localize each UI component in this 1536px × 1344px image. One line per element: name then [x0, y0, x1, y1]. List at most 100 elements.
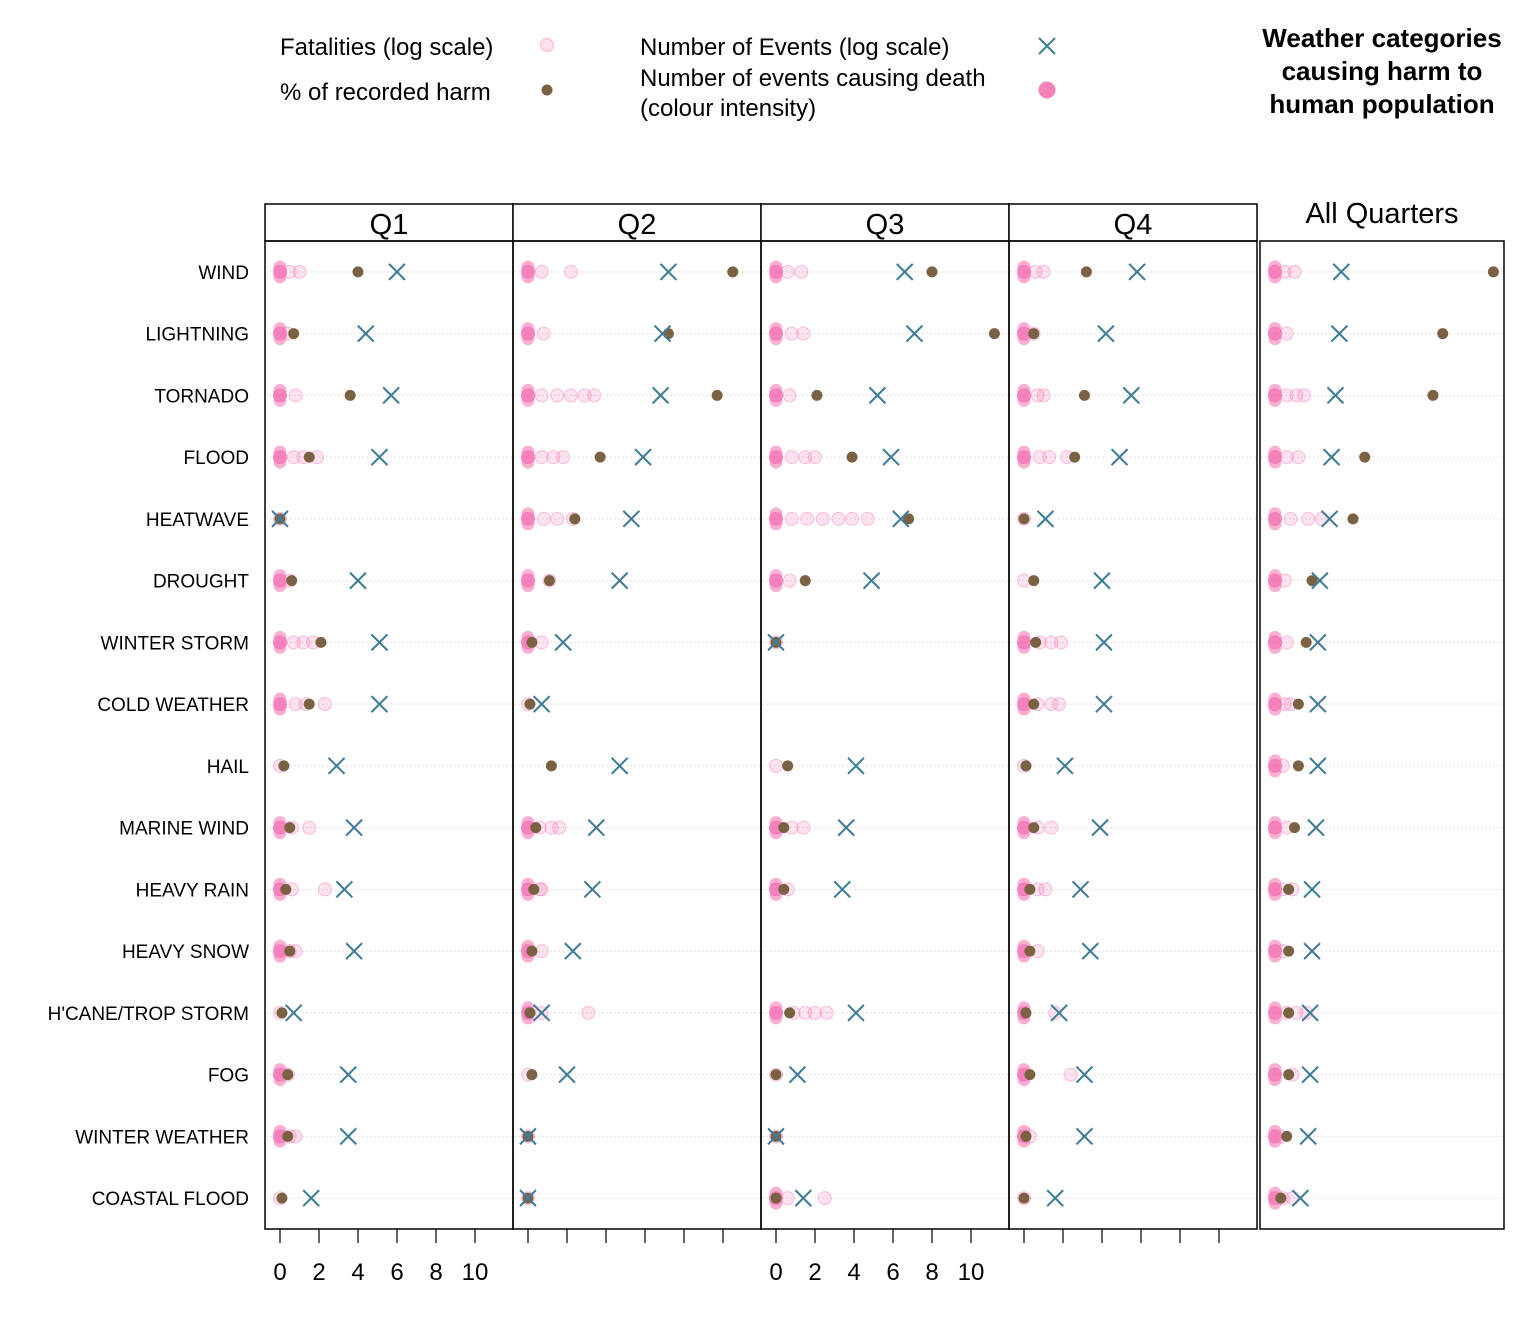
fatality-point-all-quarters-cold-weather: [1268, 692, 1282, 706]
events-point-q2-heatwave: [622, 510, 641, 528]
category-label-winter-storm: WINTER STORM: [101, 633, 249, 654]
events-point-q1-heavy-snow: [345, 942, 363, 960]
legend: Fatalities (log scale) % of recorded har…: [280, 34, 1056, 122]
fatality-point-q2-flood: [534, 450, 549, 465]
percent-point-q3-marine-wind: [778, 822, 790, 834]
fatality-point-q3-drought: [769, 579, 783, 593]
events-point-q4-winter-weather: [1075, 1127, 1094, 1146]
category-label-h-cane-trop-storm: H'CANE/TROP STORM: [48, 1004, 249, 1025]
fatality-point-all-quarters-fog: [1268, 1073, 1282, 1087]
fatality-point-q1-drought: [273, 579, 287, 593]
events-point-q1-fog: [339, 1065, 357, 1084]
percent-point-q1-coastal-flood: [276, 1192, 288, 1204]
fatality-point-all-quarters-cold-weather: [1268, 702, 1282, 716]
fatality-point-q2-tornado: [577, 388, 592, 403]
fatality-point-all-quarters-h-cane-trop-storm: [1299, 1005, 1314, 1020]
fatality-point-q2-heatwave: [536, 511, 551, 526]
events-point-q2-winter-weather: [519, 1127, 537, 1146]
category-label-flood: FLOOD: [184, 448, 249, 469]
percent-point-q1-heavy-rain: [280, 883, 292, 895]
events-point-all-quarters-fog: [1301, 1065, 1319, 1084]
events-point-q3-hail: [847, 757, 865, 775]
events-point-q3-winter-weather: [767, 1127, 785, 1146]
percent-point-q2-fog: [526, 1069, 538, 1081]
fatality-point-q2-flood: [521, 445, 535, 459]
fatality-point-q2-heatwave: [550, 511, 565, 526]
fatality-point-q1-winter-storm: [296, 635, 311, 650]
fatality-point-q4-winter-storm: [1054, 635, 1069, 650]
fatality-point-all-quarters-lightning: [1279, 326, 1294, 341]
events-point-all-quarters-cold-weather: [1309, 695, 1327, 713]
percent-point-q4-flood: [1069, 451, 1081, 463]
fatality-point-all-quarters-h-cane-trop-storm: [1268, 1011, 1282, 1025]
fatality-point-all-quarters-flood: [1268, 445, 1282, 459]
fatality-point-q3-flood: [769, 445, 783, 459]
percent-point-q2-flood: [594, 451, 606, 463]
percent-point-q3-h-cane-trop-storm: [784, 1007, 796, 1019]
fatality-point-q3-heatwave: [815, 511, 830, 526]
events-point-q4-fog: [1075, 1065, 1094, 1084]
events-point-all-quarters-h-cane-trop-storm: [1301, 1004, 1319, 1022]
fatality-point-q3-lightning: [784, 326, 799, 341]
x-tick-label-q1: 10: [462, 1259, 489, 1286]
fatality-point-all-quarters-drought: [1277, 573, 1292, 588]
events-point-q1-winter-weather: [339, 1127, 357, 1146]
legend-label-intensity-line2: (colour intensity): [640, 95, 816, 122]
fatality-point-all-quarters-marine-wind: [1268, 816, 1282, 830]
fatality-point-q3-heatwave: [860, 511, 875, 526]
fatality-point-q1-flood: [273, 445, 287, 459]
fatality-point-q2-heatwave: [521, 517, 535, 531]
fatality-point-q1-lightning: [273, 322, 287, 336]
events-point-all-quarters-flood: [1322, 448, 1341, 466]
fatality-point-q4-tornado: [1030, 388, 1045, 403]
fatality-point-q4-heavy-rain: [1038, 882, 1053, 897]
percent-point-all-quarters-flood: [1359, 451, 1371, 463]
percent-point-all-quarters-marine-wind: [1289, 822, 1300, 834]
x-tick-label-q1: 6: [390, 1259, 403, 1286]
events-point-all-quarters-hail: [1309, 757, 1327, 775]
panel-title-q2: Q2: [618, 209, 657, 241]
fatality-point-all-quarters-wind: [1268, 270, 1282, 284]
percent-point-q4-fog: [1024, 1069, 1036, 1081]
percent-point-all-quarters-drought: [1306, 575, 1318, 587]
events-point-q2-marine-wind: [587, 818, 605, 837]
percent-point-q3-hail: [782, 760, 794, 772]
percent-point-q1-cold-weather: [303, 698, 315, 710]
x-tick-label-q1: 4: [351, 1259, 364, 1286]
events-point-q1-tornado: [382, 386, 400, 405]
events-point-q2-winter-storm: [554, 633, 572, 652]
events-point-q1-flood: [370, 448, 389, 466]
percent-point-q4-heavy-rain: [1024, 883, 1036, 895]
fatality-point-q2-lightning: [521, 322, 535, 336]
fatality-point-q3-h-cane-trop-storm: [769, 1011, 783, 1025]
fatality-point-q2-lightning: [536, 326, 551, 341]
percent-point-q1-heavy-snow: [284, 945, 296, 957]
percent-point-all-quarters-heavy-rain: [1283, 883, 1295, 895]
panel-frame-q4: [1008, 240, 1258, 1230]
x-tick-label-q3: 6: [886, 1259, 899, 1286]
percent-point-q3-coastal-flood: [770, 1192, 782, 1204]
events-point-q1-coastal-flood: [302, 1189, 320, 1207]
fatality-point-q2-wind: [521, 260, 535, 274]
events-point-q4-cold-weather: [1095, 695, 1113, 713]
fatality-point-q4-lightning: [1017, 332, 1031, 346]
fatality-point-q1-winter-storm: [273, 630, 287, 644]
events-point-q4-tornado: [1122, 386, 1140, 405]
percent-point-q4-lightning: [1028, 328, 1040, 340]
fatality-point-q2-flood: [521, 455, 535, 469]
x-tick-label-q3: 8: [925, 1259, 938, 1286]
legend-label-percent: % of recorded harm: [280, 79, 491, 106]
fatality-point-q2-tornado: [534, 388, 549, 403]
chart-title-line-1: Weather categories: [1262, 23, 1501, 53]
panel-frame-q1: [264, 240, 514, 1230]
percent-point-q1-winter-storm: [315, 636, 327, 648]
events-point-q4-wind: [1128, 263, 1146, 281]
percent-point-q2-tornado: [711, 389, 723, 401]
panel-title-all-quarters: All Quarters: [1305, 198, 1458, 230]
percent-point-q4-coastal-flood: [1018, 1192, 1030, 1204]
fatality-point-q1-wind: [273, 260, 287, 274]
percent-point-q4-cold-weather: [1028, 698, 1040, 710]
events-point-all-quarters-heavy-rain: [1303, 880, 1321, 899]
fatality-point-q1-wind: [292, 264, 307, 279]
fatality-point-q4-cold-weather: [1017, 702, 1031, 716]
